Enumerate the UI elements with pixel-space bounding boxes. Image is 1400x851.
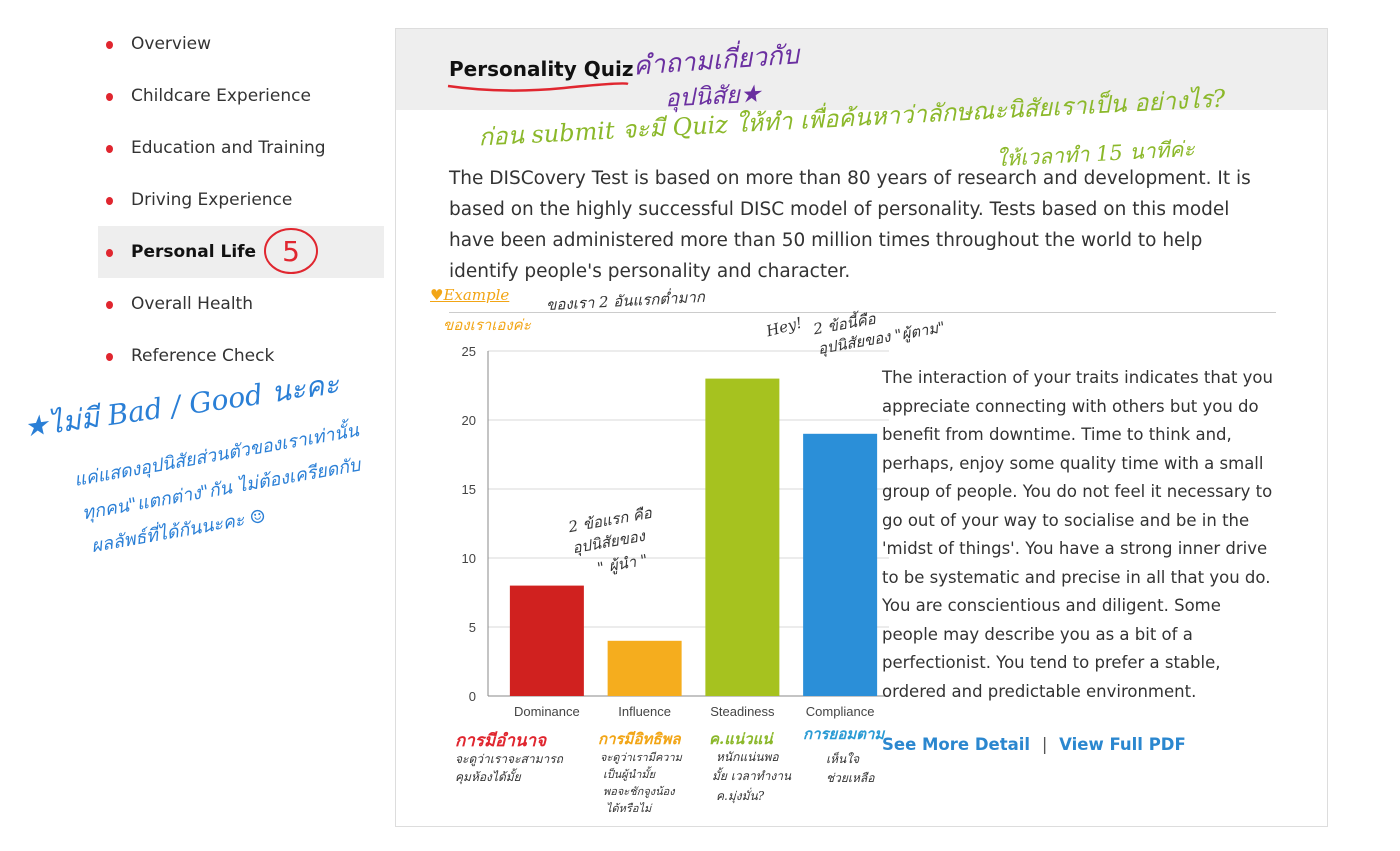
sidebar-item-personal-life[interactable]: Personal Life — [98, 226, 384, 278]
y-tick-label: 0 — [469, 689, 476, 704]
bullet-icon — [106, 41, 113, 49]
sidebar-item-overall-health[interactable]: Overall Health — [98, 278, 384, 330]
bullet-icon — [106, 301, 113, 309]
influence-annotation-3: พอจะชักจูงน้อง — [603, 785, 675, 798]
sidebar-nav: Overview Childcare Experience Education … — [98, 18, 384, 382]
sidebar-item-reference-check[interactable]: Reference Check — [98, 330, 384, 382]
sidebar-item-driving-experience[interactable]: Driving Experience — [98, 174, 384, 226]
x-tick-label: Steadiness — [710, 704, 775, 719]
personality-quiz-card: Personality Quiz The DISCovery Test is b… — [395, 28, 1328, 827]
title-underline — [447, 82, 629, 92]
divider — [449, 312, 1276, 313]
sidebar-item-label: Driving Experience — [131, 190, 293, 210]
result-description: The interaction of your traits indicates… — [882, 368, 1273, 701]
step-number: 5 — [282, 235, 300, 268]
y-tick-label: 10 — [462, 551, 476, 566]
disc-chart: 0 5 10 15 20 25 Dominance Influence Steadiness Co… — [434, 333, 894, 763]
compliance-annotation-2: ช่วยเหลือ — [826, 771, 875, 785]
card-header — [396, 29, 1327, 110]
bullet-icon — [106, 249, 113, 257]
compliance-annotation-head: การยอมตาม — [803, 725, 885, 743]
y-tick-label: 5 — [469, 620, 476, 635]
sidebar-item-overview[interactable]: Overview — [98, 18, 384, 70]
sidebar-item-label: Overview — [131, 34, 212, 54]
step-number-badge: 5 — [264, 228, 318, 274]
y-tick-label: 15 — [462, 482, 476, 497]
sidebar-item-education-and-training[interactable]: Education and Training — [98, 122, 384, 174]
sidebar-item-label: Childcare Experience — [131, 86, 311, 106]
example-label: ♥Example — [430, 286, 510, 304]
x-tick-label: Dominance — [514, 704, 580, 719]
bullet-icon — [106, 93, 113, 101]
influence-annotation-1: จะดูว่าเรามีความ — [600, 751, 682, 764]
bar-compliance — [803, 433, 878, 696]
x-tick-label: Influence — [618, 704, 671, 719]
bar-dominance — [509, 585, 584, 696]
see-more-detail-link[interactable]: See More Detail — [882, 735, 1031, 754]
y-tick-label: 25 — [462, 344, 476, 359]
steadiness-annotation-2: มั้ย เวลาทำงาน — [712, 769, 792, 783]
bullet-icon — [106, 145, 113, 153]
x-tick-label: Compliance — [806, 704, 875, 719]
dominance-annotation-1: จะดูว่าเราจะสามารถ — [455, 752, 563, 766]
view-full-pdf-link[interactable]: View Full PDF — [1059, 735, 1186, 754]
example-annotation-1: ของเราเองค่ะ — [443, 316, 531, 334]
sidebar-item-label: Education and Training — [131, 138, 326, 158]
sidebar-item-label: Personal Life — [131, 242, 257, 262]
intro-paragraph: The DISCovery Test is based on more than… — [449, 168, 1251, 282]
compliance-annotation-1: เห็นใจ — [826, 752, 860, 766]
steadiness-annotation-head: ค.แน่วแน่ — [709, 730, 773, 748]
page-title: Personality Quiz — [449, 57, 634, 81]
bullet-icon — [106, 353, 113, 361]
bullet-icon — [106, 197, 113, 205]
sidebar-item-childcare-experience[interactable]: Childcare Experience — [98, 70, 384, 122]
bar-influence — [607, 640, 682, 696]
link-separator: | — [1041, 735, 1048, 754]
y-tick-label: 20 — [462, 413, 476, 428]
sidebar-item-label: Overall Health — [131, 294, 253, 314]
result-links: See More Detail | View Full PDF — [882, 735, 1186, 754]
disc-bar-chart: 0 5 10 15 20 25 Dominance Influence Steadiness Co… — [462, 344, 889, 719]
influence-annotation-head: การมีอิทธิพล — [598, 730, 681, 748]
influence-annotation-2: เป็นผู้นำมั้ย — [603, 768, 656, 781]
steadiness-annotation-1: หนักแน่นพอ — [716, 750, 779, 764]
dominance-annotation-2: คุมห้องได้มั้ย — [455, 770, 521, 784]
steadiness-annotation-3: ค.มุ่งมั่น? — [716, 789, 765, 803]
dominance-annotation-head: การมีอำนาจ — [455, 731, 547, 751]
sidebar-item-label: Reference Check — [131, 346, 275, 366]
bar-steadiness — [705, 378, 780, 696]
influence-annotation-4: ได้หรือไม่ — [606, 802, 652, 815]
